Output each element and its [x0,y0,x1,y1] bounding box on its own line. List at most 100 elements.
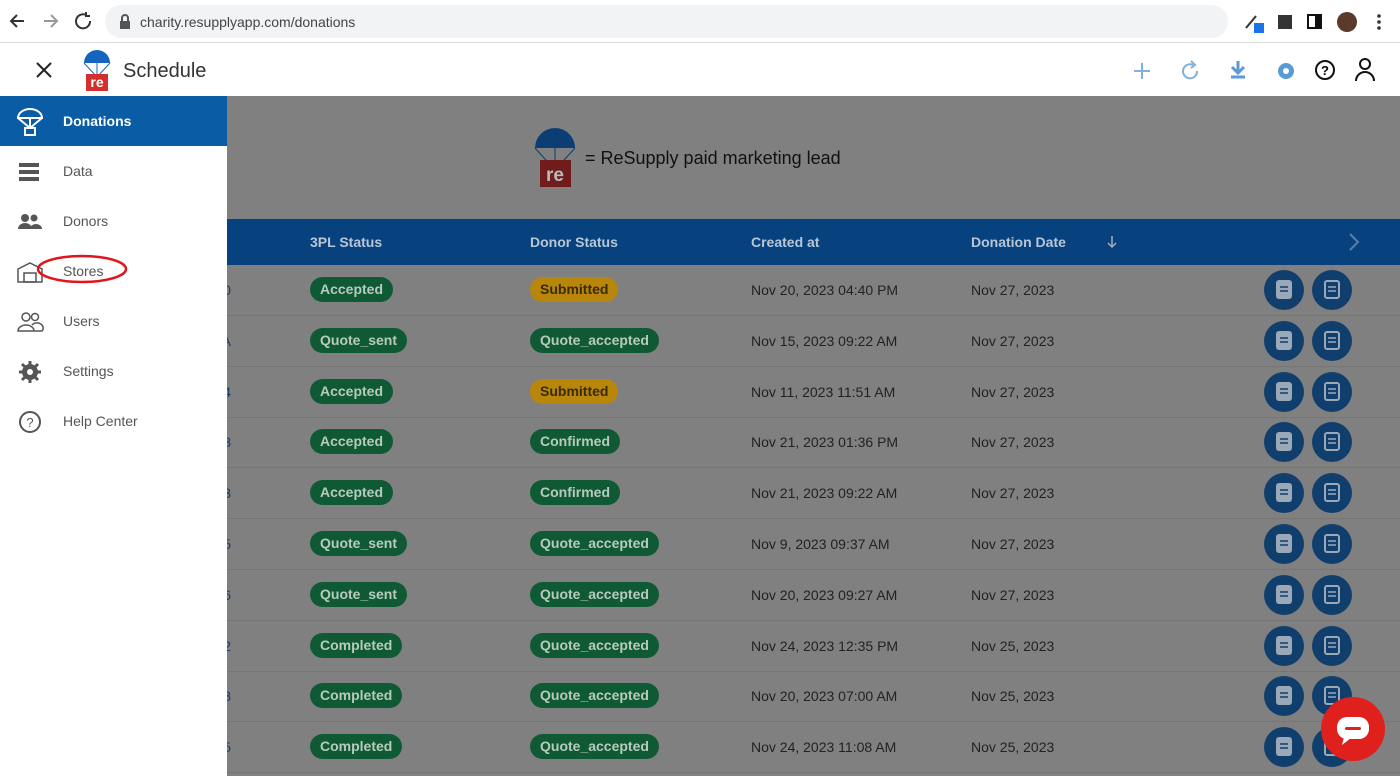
table-header: 3PL Status Donor Status Created at Donation… [227,219,1400,265]
column-header[interactable]: 3PL Status [310,234,383,250]
donation-date: Nov 27, 2023 [971,383,1055,400]
donation-date: Nov 27, 2023 [971,536,1055,552]
table-row: A Quote_sent Quote_accepted Nov 15, 2023 09… [227,316,1400,367]
annotation-ellipse [36,254,128,284]
nav-label: Users [63,313,100,329]
details-button[interactable] [1264,320,1304,361]
nav-label: Settings [63,363,114,379]
column-header[interactable]: Created at [751,234,820,250]
status-badge: Accepted [310,378,394,404]
logo: re [83,50,111,91]
nav-buttons[interactable] [0,0,100,43]
nav-item[interactable]: Donors [0,196,227,246]
status-badge: Quote_sent [310,581,408,607]
nav-icon: ? [19,411,41,433]
sort-icon[interactable] [1105,234,1119,250]
created-at: Nov 21, 2023 01:36 PM [751,434,899,451]
receipt-button[interactable] [1312,422,1352,463]
donation-id[interactable]: 5 [227,536,231,552]
nav-label: Help Center [63,413,138,429]
nav-item[interactable]: Donations [0,96,227,146]
legend-text: = ReSupply paid marketing lead [585,148,841,168]
header-actions[interactable]: ? [1125,55,1385,85]
app-header: re Schedule ? [0,43,1400,96]
status-badge: Accepted [310,429,394,455]
svg-text:?: ? [26,415,33,430]
legend-logo: re [534,128,576,187]
column-header[interactable]: Donor Status [530,234,618,250]
table-row: 6 Quote_sent Quote_accepted Nov 20, 2023 09… [227,570,1400,621]
created-at: Nov 20, 2023 09:27 AM [751,586,898,603]
svg-text:?: ? [1321,63,1329,78]
receipt-button[interactable] [1312,371,1352,412]
scroll-right[interactable] [1347,231,1361,253]
chat-button[interactable] [1320,696,1386,762]
table-row: 0 Accepted Submitted Nov 20, 2023 04:40 PM N… [227,265,1400,316]
receipt-button[interactable] [1312,574,1352,615]
details-button[interactable] [1264,371,1304,412]
status-badge: Submitted [530,378,619,404]
table-row: 3 Accepted Confirmed Nov 21, 2023 01:36 PM N… [227,417,1400,469]
nav-label: Donations [63,113,132,129]
status-badge: Completed [310,632,403,658]
column-header[interactable]: Donation Date [971,234,1066,250]
created-at: Nov 15, 2023 09:22 AM [751,332,898,349]
nav-label: Data [63,163,93,179]
created-at: Nov 20, 2023 07:00 AM [751,688,898,705]
receipt-button[interactable] [1312,270,1352,310]
donation-id[interactable]: 3 [227,485,231,502]
donation-id[interactable]: 6 [227,586,231,603]
created-at: Nov 24, 2023 11:08 AM [751,739,897,756]
details-button[interactable] [1264,676,1304,717]
donation-date: Nov 27, 2023 [971,485,1055,502]
donation-date: Nov 25, 2023 [971,637,1055,654]
donation-id[interactable]: A [227,333,231,349]
receipt-button[interactable] [1312,473,1352,514]
browser-bar: charity.resupplyapp.com/donations [0,0,1400,43]
status-badge: Quote_accepted [530,581,659,607]
donation-id[interactable]: 3 [227,688,231,705]
details-button[interactable] [1264,270,1304,310]
receipt-button[interactable] [1312,524,1352,564]
created-at: Nov 9, 2023 09:37 AM [751,536,890,552]
details-button[interactable] [1264,524,1304,564]
status-badge: Quote_accepted [530,531,659,556]
status-badge: Completed [310,683,403,709]
donation-id[interactable]: 2 [227,637,231,654]
browser-tools[interactable] [1240,8,1400,36]
nav-icon [17,312,44,332]
created-at: Nov 24, 2023 12:35 PM [751,637,899,654]
donation-date: Nov 25, 2023 [971,739,1055,756]
donation-id[interactable]: 3 [227,434,231,451]
nav-icon [19,163,39,181]
table-row: 2 Completed Quote_accepted Nov 24, 2023 12:… [227,621,1400,672]
nav-label: Stores [63,263,104,279]
logo-text: re [90,74,103,90]
details-button[interactable] [1264,625,1304,666]
donation-id[interactable]: 0 [227,282,231,298]
receipt-button[interactable] [1312,320,1352,361]
address-bar[interactable]: charity.resupplyapp.com/donations [105,5,1228,38]
receipt-button[interactable] [1312,625,1352,666]
status-badge: Completed [310,734,403,760]
details-button[interactable] [1264,574,1304,615]
status-badge: Quote_accepted [530,632,659,658]
page-title: Schedule [123,60,207,82]
details-button[interactable] [1264,422,1304,463]
status-badge: Quote_sent [310,327,408,353]
nav-item[interactable]: Users [0,296,227,346]
donation-id[interactable]: 4 [227,383,231,400]
nav-item[interactable]: Settings [0,346,227,396]
table-body: 0 Accepted Submitted Nov 20, 2023 04:40 PM N… [227,265,1400,776]
nav-item[interactable]: ? Help Center [0,396,227,446]
donation-date: Nov 27, 2023 [971,332,1055,349]
nav-item[interactable]: Data [0,146,227,196]
details-button[interactable] [1264,727,1304,768]
close-button[interactable] [34,60,54,80]
table-row: 5 Completed Quote_accepted Nov 24, 2023 11:… [227,722,1400,774]
donation-id[interactable]: 5 [227,739,231,756]
table-row: 4 Accepted Submitted Nov 11, 2023 11:51 AM N… [227,367,1400,418]
details-button[interactable] [1264,473,1304,514]
created-at: Nov 20, 2023 04:40 PM [751,282,899,298]
